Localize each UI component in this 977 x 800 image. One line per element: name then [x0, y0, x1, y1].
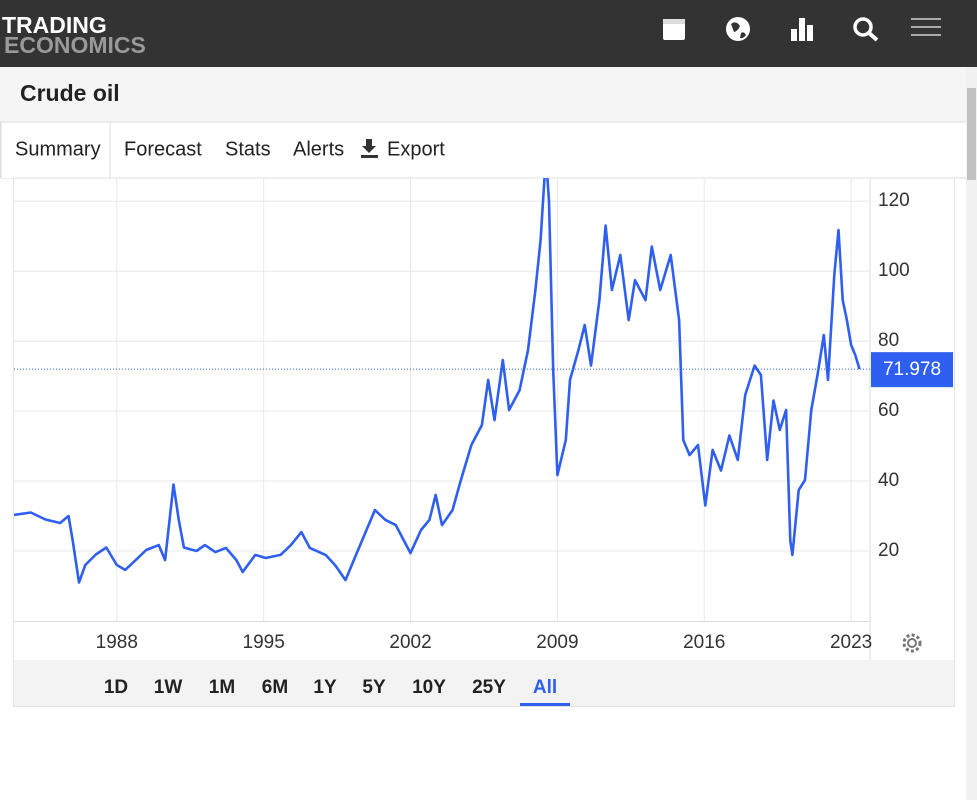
range-button[interactable]: 25Y	[472, 677, 506, 698]
logo-top[interactable]: TRADING	[2, 12, 107, 38]
search-icon[interactable]	[853, 17, 879, 42]
x-tick-label: 1995	[243, 632, 285, 653]
active-tab	[0, 121, 111, 178]
x-tick-label: 2002	[389, 632, 431, 653]
y-tick-label: 120	[878, 190, 910, 211]
last-value-box	[871, 352, 953, 388]
last-value-label: 71.978	[883, 359, 941, 380]
range-button[interactable]: 1D	[104, 677, 128, 698]
price-line	[14, 178, 861, 584]
y-tick-label: 20	[878, 540, 899, 561]
y-tick-label: 60	[878, 400, 899, 421]
tab[interactable]: Export	[387, 138, 445, 160]
y-tick-label: 80	[878, 330, 899, 351]
page-title: Crude oil	[20, 80, 120, 106]
export-icon[interactable]	[361, 139, 378, 158]
top-bar	[0, 0, 977, 67]
tab[interactable]: Alerts	[293, 138, 344, 160]
x-tick-label: 1988	[96, 632, 138, 653]
y-tick-label: 100	[878, 260, 910, 281]
scrollbar	[966, 67, 977, 800]
settings-icon[interactable]	[902, 633, 922, 653]
chart-icon[interactable]	[791, 18, 813, 41]
range-button[interactable]: 1M	[209, 677, 235, 698]
y-tick-label: 40	[878, 470, 899, 491]
range-button[interactable]: 1Y	[313, 677, 337, 698]
x-tick-label: 2009	[536, 632, 578, 653]
calendar-icon[interactable]	[663, 19, 685, 40]
globe-icon[interactable]	[726, 17, 750, 41]
tab-bar	[0, 121, 969, 179]
range-button[interactable]: 6M	[262, 677, 288, 698]
title-bar	[0, 67, 966, 122]
tab[interactable]: Summary	[15, 138, 101, 160]
x-tick-label: 2016	[683, 632, 725, 653]
scrollbar-thumb[interactable]	[967, 88, 976, 180]
x-tick-label: 2023	[830, 632, 872, 653]
range-button[interactable]: 1W	[154, 677, 183, 698]
menu-icon[interactable]	[911, 18, 941, 36]
tab[interactable]: Stats	[225, 138, 271, 160]
range-bar	[14, 660, 954, 706]
range-button[interactable]: 10Y	[412, 677, 446, 698]
range-button[interactable]: All	[533, 677, 557, 698]
range-button[interactable]: 5Y	[362, 677, 386, 698]
chart-card	[13, 177, 955, 707]
tab[interactable]: Forecast	[124, 138, 202, 160]
logo-bottom[interactable]: ECONOMICS	[4, 32, 146, 58]
active-range-underline	[520, 703, 570, 706]
